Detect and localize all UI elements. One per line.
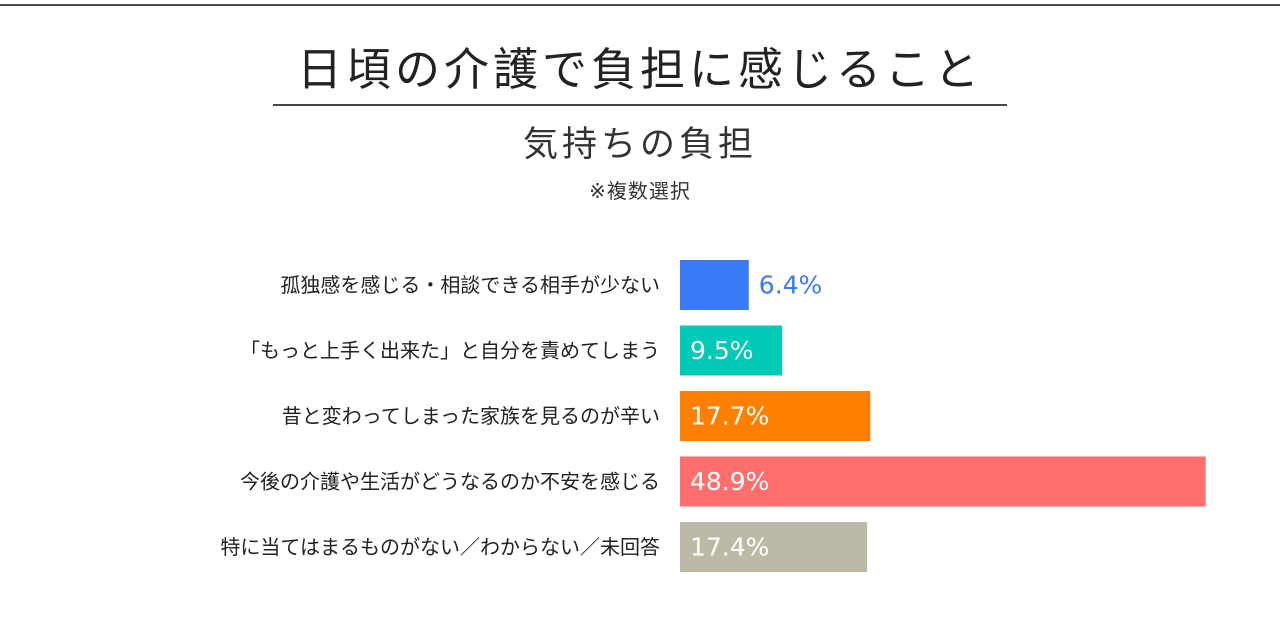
category-label-3: 昔と変わってしまった家族を見るのが辛い [282, 404, 660, 428]
bar-4 [680, 456, 1206, 507]
chart-title-wrapper: 日頃の介護で負担に感じること [0, 38, 1280, 106]
chart-title: 日頃の介護で負担に感じること [273, 38, 1007, 106]
bar-1 [680, 260, 749, 310]
value-label-3: 17.7% [690, 402, 769, 431]
category-label-2: 「もっと上手く出来た」と自分を責めてしまう [240, 339, 660, 363]
bar-3 [680, 391, 871, 441]
value-label-2: 9.5% [690, 336, 754, 365]
bar-5 [680, 522, 868, 572]
chart-subtitle: 気持ちの負担 [522, 125, 757, 165]
value-label-5: 17.4% [690, 533, 769, 562]
category-label-1: 孤独感を感じる・相談できる相手が少ない [280, 273, 660, 297]
chart-note: ※複数選択 [589, 179, 691, 203]
value-label-4: 48.9% [690, 467, 769, 496]
category-label-4: 今後の介護や生活がどうなるのか不安を感じる [240, 470, 660, 494]
category-label-5: 特に当てはまるものがない／わからない／未回答 [220, 535, 660, 559]
bar-2 [680, 325, 783, 376]
value-label-1: 6.4% [759, 271, 823, 300]
top-rule [0, 4, 1280, 6]
